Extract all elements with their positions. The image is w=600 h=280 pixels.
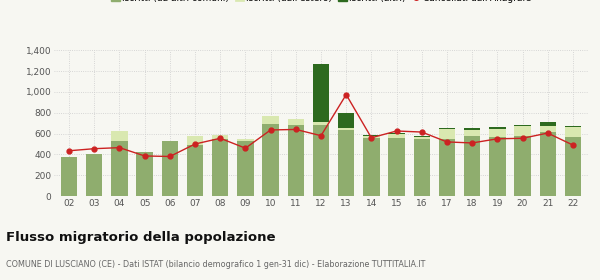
Bar [363,135,380,136]
Bar [489,137,506,196]
Bar [212,139,229,196]
Bar [464,129,481,130]
Bar [464,130,481,136]
Text: COMUNE DI LUSCIANO (CE) - Dati ISTAT (bilancio demografico 1 gen-31 dic) - Elabo: COMUNE DI LUSCIANO (CE) - Dati ISTAT (bi… [6,260,425,269]
Bar [439,139,455,196]
Bar [61,157,77,196]
Bar [514,125,530,126]
Bar [539,132,556,196]
Bar [237,139,254,141]
Bar [338,130,355,196]
Bar [313,122,329,125]
Bar [514,126,530,136]
Bar [262,116,279,124]
Bar [489,129,506,137]
Bar [287,125,304,196]
Legend: Iscritti (da altri comuni), Iscritti (dall'estero), Iscritti (altri), Cancellati: Iscritti (da altri comuni), Iscritti (da… [110,0,532,3]
Bar [187,136,203,145]
Bar [338,128,355,130]
Bar [565,126,581,127]
Bar [539,126,556,132]
Bar [539,122,556,126]
Bar [464,136,481,196]
Bar [363,138,380,196]
Bar [413,137,430,139]
Bar [212,135,229,139]
Bar [565,137,581,196]
Bar [86,154,103,196]
Bar [439,129,455,139]
Bar [413,136,430,137]
Bar [388,134,405,138]
Bar [338,113,355,128]
Bar [388,138,405,196]
Text: Flusso migratorio della popolazione: Flusso migratorio della popolazione [6,231,275,244]
Bar [313,125,329,196]
Bar [136,152,153,196]
Bar [112,131,128,141]
Bar [514,136,530,196]
Bar [388,132,405,134]
Bar [112,141,128,196]
Bar [187,145,203,196]
Bar [161,141,178,196]
Bar [413,139,430,196]
Bar [287,119,304,125]
Bar [237,141,254,196]
Bar [565,127,581,137]
Bar [489,127,506,129]
Bar [363,136,380,138]
Bar [262,124,279,196]
Bar [313,64,329,122]
